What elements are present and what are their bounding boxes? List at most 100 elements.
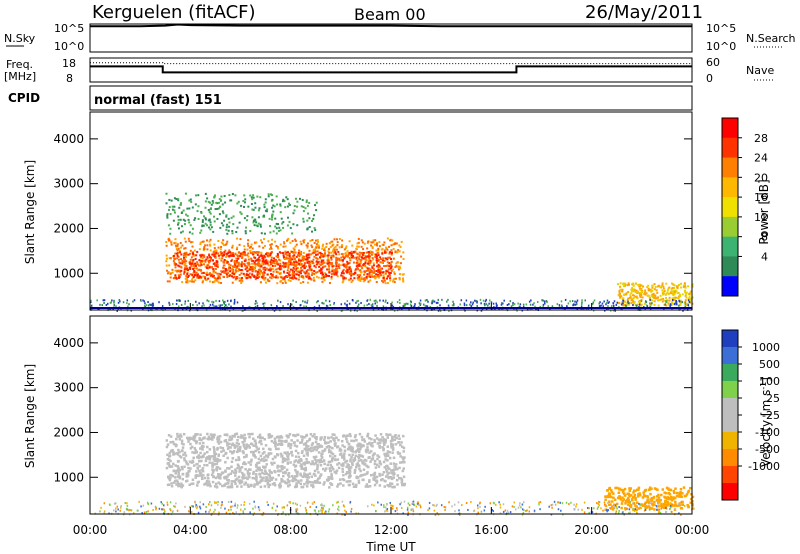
power-scatter-cell: [495, 305, 498, 308]
power-echo-cell: [171, 208, 174, 211]
power-echo-cell: [185, 281, 188, 284]
velocity-echo-cell: [280, 443, 283, 447]
power-echo-cell: [193, 264, 196, 267]
power-echo-cell: [344, 252, 347, 255]
power-echo-cell: [340, 259, 343, 262]
velocity-echo-cell: [240, 435, 244, 439]
velocity-scatter-cell: [350, 510, 352, 513]
velocity-echo-cell: [220, 450, 223, 453]
power-scatter-cell: [262, 302, 264, 305]
power-echo-cell: [325, 273, 328, 276]
velocity-echo-cell: [318, 459, 322, 462]
velocity-echo-cell: [258, 440, 261, 444]
velocity-echo-cell: [379, 478, 383, 482]
velocity-scatter-cell: [659, 501, 661, 504]
velocity-echo-cell: [207, 473, 210, 476]
power-echo-cell: [637, 283, 640, 286]
power-echo-cell: [268, 248, 271, 251]
power-echo-cell: [354, 268, 357, 271]
power-echo-cell: [638, 283, 641, 286]
power-echo-cell: [300, 272, 303, 275]
velocity-echo-cell: [172, 442, 176, 446]
power-echo-cell: [250, 203, 253, 206]
power-scatter-cell: [561, 304, 563, 307]
power-scatter-cell: [424, 304, 427, 307]
power-scatter-cell: [366, 299, 368, 302]
power-echo-cell: [328, 282, 331, 285]
power-scatter-cell: [161, 305, 164, 308]
power-echo-cell: [263, 203, 266, 206]
power-echo-cell: [316, 271, 319, 274]
power-scatter-cell: [223, 305, 226, 308]
power-echo-cell: [263, 266, 266, 269]
velocity-echo-cell: [652, 496, 655, 500]
velocity-echo-cell: [274, 443, 277, 446]
power-echo-cell: [282, 198, 285, 201]
power-echo-cell: [176, 223, 179, 226]
power-echo-cell: [254, 218, 257, 221]
power-scatter-cell: [613, 300, 616, 303]
power-echo-cell: [676, 287, 679, 290]
velocity-echo-cell: [266, 481, 269, 485]
velocity-scatter-cell: [656, 508, 658, 511]
velocity-echo-cell: [181, 467, 184, 471]
power-echo-cell: [247, 239, 250, 242]
power-echo-cell: [182, 209, 185, 212]
power-scatter-cell: [512, 304, 514, 307]
velocity-echo-cell: [200, 446, 204, 449]
velocity-scatter-cell: [554, 503, 557, 506]
power-scatter-cell: [195, 300, 197, 303]
power-echo-cell: [258, 245, 261, 248]
power-echo-cell: [621, 304, 624, 307]
velocity-echo-cell: [321, 449, 324, 453]
velocity-echo-cell: [375, 463, 379, 467]
power-echo-cell: [198, 275, 201, 278]
power-echo-cell: [652, 293, 655, 296]
velocity-echo-cell: [392, 468, 395, 472]
velocity-echo-cell: [226, 478, 229, 482]
power-echo-cell: [363, 273, 366, 276]
power-echo-cell: [277, 255, 280, 258]
velocity-echo-cell: [351, 453, 354, 457]
power-scatter-cell: [325, 299, 327, 302]
velocity-echo-cell: [683, 494, 687, 498]
velocity-scatter-cell: [258, 509, 261, 512]
power-scatter-cell: [613, 304, 615, 307]
velocity-echo-cell: [293, 465, 297, 468]
power-echo-cell: [370, 253, 373, 256]
velocity-echo-cell: [663, 500, 667, 503]
power-scatter-cell: [382, 305, 385, 308]
power-echo-cell: [220, 270, 223, 273]
power-echo-cell: [370, 241, 373, 244]
power-echo-cell: [216, 263, 219, 266]
power-echo-cell: [179, 265, 182, 268]
power-echo-cell: [360, 259, 363, 262]
velocity-echo-cell: [627, 493, 631, 497]
velocity-scatter-cell: [521, 513, 524, 516]
power-scatter-cell: [152, 304, 155, 307]
velocity-echo-cell: [218, 459, 222, 462]
power-scatter-cell: [248, 305, 251, 308]
power-scatter-cell: [333, 302, 335, 305]
power-echo-cell: [168, 280, 171, 283]
velocity-echo-cell: [357, 459, 361, 462]
velocity-scatter-cell: [230, 508, 232, 511]
velocity-echo-cell: [237, 456, 240, 459]
power-echo-cell: [276, 282, 279, 285]
power-echo-cell: [214, 268, 217, 271]
velocity-echo-cell: [189, 467, 192, 470]
velocity-echo-cell: [349, 480, 352, 483]
power-echo-cell: [186, 267, 189, 270]
power-scatter-cell: [429, 305, 431, 308]
velocity-echo-cell: [309, 462, 313, 466]
power-echo-cell: [192, 268, 195, 271]
power-echo-cell: [343, 257, 346, 260]
power-echo-cell: [246, 273, 249, 276]
power-echo-cell: [235, 257, 238, 260]
power-echo-cell: [200, 263, 203, 266]
power-echo-cell: [246, 270, 249, 273]
power-echo-cell: [623, 304, 626, 307]
power-echo-cell: [675, 290, 678, 293]
power-echo-cell: [672, 291, 675, 294]
power-echo-cell: [262, 214, 265, 217]
